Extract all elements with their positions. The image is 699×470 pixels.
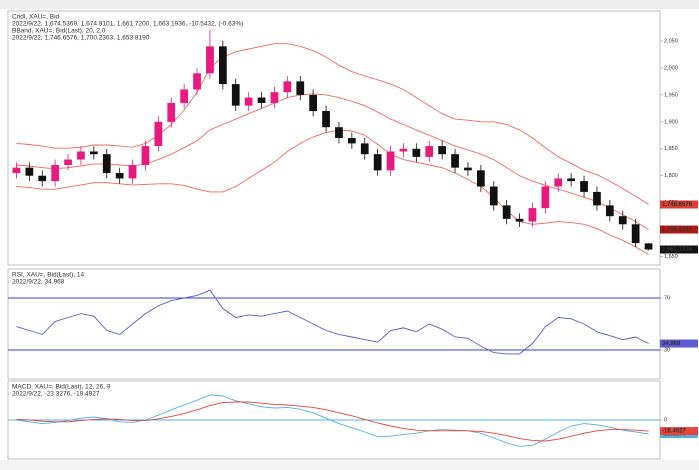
series-line xyxy=(16,289,649,355)
candle-body xyxy=(283,81,292,93)
series-line xyxy=(16,129,649,255)
candle-body xyxy=(218,46,227,85)
series-last-label: 34.968 xyxy=(662,341,681,347)
candle-body xyxy=(618,216,627,225)
y-tick-label: 0 xyxy=(664,417,667,423)
candle-body xyxy=(541,186,550,209)
candle-body xyxy=(193,73,201,90)
panel-subtitle: 2022/9/22, 34.968 xyxy=(12,279,65,286)
candle-body xyxy=(231,84,240,106)
candle-body xyxy=(128,164,137,179)
y-tick-label: 1,850 xyxy=(664,146,678,152)
series-last-label-box xyxy=(660,339,698,348)
candle-body xyxy=(567,178,576,182)
candle-body xyxy=(554,178,563,187)
panel-frame xyxy=(7,10,661,266)
candle-body xyxy=(631,224,640,244)
y-tick-label: 2,050 xyxy=(664,38,678,44)
series-line xyxy=(16,93,649,230)
series-last-label-box xyxy=(660,200,698,209)
candle-body xyxy=(528,208,537,222)
candle-body xyxy=(399,148,408,152)
panel-subtitle: 2022/9/22, -23.3276, -18.4927 xyxy=(12,391,100,398)
series-line xyxy=(16,43,649,205)
candle-body xyxy=(515,218,524,222)
overlay-title: BBand, XAU=, Bid(Last), 20, 2.0 xyxy=(12,28,106,35)
candle-body xyxy=(64,159,72,165)
candle-body xyxy=(180,89,189,103)
series-last-label-box xyxy=(660,225,698,234)
candle-body xyxy=(644,243,653,250)
close-last-label: 1,663.1936 xyxy=(662,247,693,253)
y-tick-label: 1,950 xyxy=(664,92,678,98)
candle-body xyxy=(476,170,485,187)
series-line xyxy=(16,394,649,447)
y-tick-label: 30 xyxy=(664,347,670,353)
panel-title: RSI, XAU=, Bid(Last), 14 xyxy=(12,272,84,279)
panel-title: Cndl, XAU=, Bid xyxy=(12,14,60,21)
candle-body xyxy=(373,154,382,171)
candle-body xyxy=(270,92,279,103)
y-tick-label: 1,800 xyxy=(664,173,678,179)
panel-frame xyxy=(7,268,661,380)
candle-body xyxy=(425,146,434,157)
panel-subtitle: 2022/9/22, 1,674.5369, 1,674.9101, 1,661… xyxy=(12,21,243,28)
candle-body xyxy=(167,102,176,122)
panel-title: MACD, XAU=, Bid(Last), 12, 26, 9 xyxy=(12,384,111,391)
candle-body xyxy=(451,154,459,168)
series-last-label: 1,700.2363 xyxy=(662,227,693,233)
candle-body xyxy=(580,181,588,192)
candle-body xyxy=(489,186,498,206)
candle-body xyxy=(77,151,85,160)
candle-body xyxy=(464,167,472,171)
candle-body xyxy=(244,97,253,106)
candle-body xyxy=(347,138,356,144)
candle-body xyxy=(89,151,98,155)
candle-body xyxy=(322,111,330,128)
candle-body xyxy=(605,205,614,217)
candle-body xyxy=(335,127,343,138)
candle-body xyxy=(154,121,163,147)
x-axis-strip xyxy=(0,460,699,470)
candle-body xyxy=(438,146,447,155)
candle-body xyxy=(141,146,150,165)
overlay-subtitle: 2022/9/22, 1,746.6576, 1,700.2363, 1,653… xyxy=(12,35,150,42)
y-tick-label: 1,650 xyxy=(664,254,678,260)
candle-body xyxy=(12,167,21,174)
candle-body xyxy=(38,175,47,182)
candle-body xyxy=(593,191,601,206)
candle-body xyxy=(25,167,34,176)
series-last-label-box xyxy=(660,427,698,436)
candle-body xyxy=(309,94,318,112)
series-line xyxy=(16,401,649,442)
candle-body xyxy=(115,173,124,179)
candle-body xyxy=(412,148,421,157)
candle-body xyxy=(386,151,395,171)
close-last-label-box xyxy=(660,245,698,254)
y-tick-label: 70 xyxy=(664,295,670,301)
series-last-label: -18.4927 xyxy=(662,429,686,435)
candle-body xyxy=(360,143,369,155)
candle-body xyxy=(51,164,60,182)
candle-body xyxy=(257,97,266,103)
series-last-label: 1,746.6576 xyxy=(662,202,693,208)
y-tick-label: 2,000 xyxy=(664,65,678,71)
y-tick-label: 1,900 xyxy=(664,119,678,125)
candle-body xyxy=(102,154,111,174)
top-strip xyxy=(0,0,699,9)
candle-body xyxy=(206,46,214,74)
candle-body xyxy=(502,205,511,219)
candle-body xyxy=(296,81,305,95)
